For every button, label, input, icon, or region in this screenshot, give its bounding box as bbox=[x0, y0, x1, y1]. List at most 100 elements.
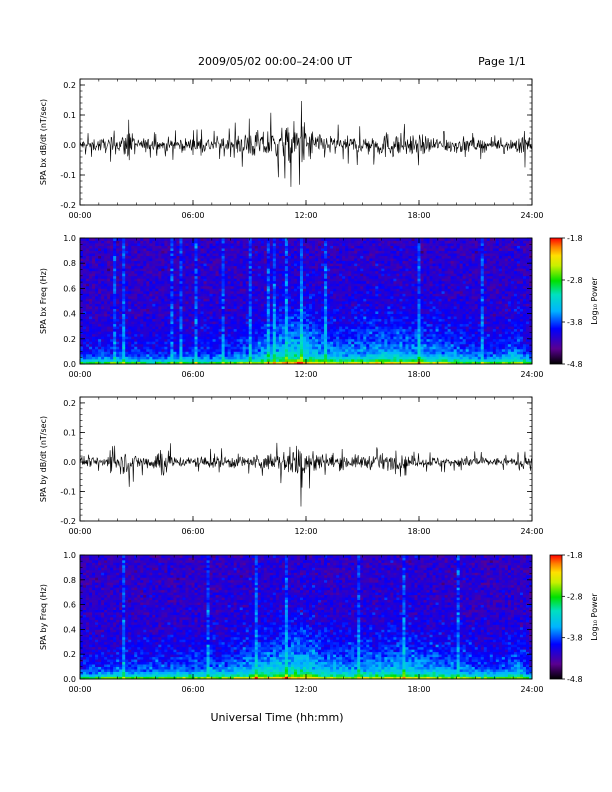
spectrogram-cell bbox=[245, 253, 250, 257]
spectrogram-cell bbox=[173, 303, 177, 307]
spectrogram-cell bbox=[363, 255, 367, 259]
spectrogram-cell bbox=[239, 308, 244, 312]
spectrogram-cell bbox=[293, 356, 298, 360]
spectrogram-cell bbox=[203, 351, 207, 355]
spectrogram-cell bbox=[236, 361, 241, 365]
spectrogram-cell bbox=[321, 268, 325, 272]
spectrogram-cell bbox=[266, 331, 271, 335]
spectrogram-cell bbox=[149, 358, 153, 362]
spectrogram-cell bbox=[119, 280, 123, 284]
spectrogram-cell bbox=[348, 308, 352, 312]
spectrogram-cell bbox=[254, 316, 259, 320]
spectrogram-cell bbox=[137, 311, 141, 314]
spectrogram-cell bbox=[152, 341, 156, 345]
spectrogram-cell bbox=[354, 273, 358, 277]
spectrogram-cell bbox=[170, 238, 174, 241]
spectrogram-cell bbox=[275, 301, 280, 304]
spectrogram-cell bbox=[257, 245, 262, 249]
spectrogram-cell bbox=[230, 353, 235, 357]
spectrogram-cell bbox=[251, 273, 256, 277]
spectrogram-cell bbox=[140, 306, 144, 309]
spectrogram-cell bbox=[206, 308, 210, 312]
spectrogram-cell bbox=[197, 250, 201, 254]
spectrogram-cell bbox=[345, 331, 349, 335]
spectrogram-cell bbox=[101, 316, 105, 320]
spectrogram-cell bbox=[236, 316, 241, 320]
spectrogram-cell bbox=[333, 331, 337, 335]
spectrogram-cell bbox=[131, 285, 135, 289]
spectrogram-cell bbox=[176, 255, 180, 259]
spectrogram-cell bbox=[318, 313, 322, 317]
spectrogram-cell bbox=[360, 303, 364, 307]
spectrogram-cell bbox=[98, 356, 102, 360]
spectrogram-cell bbox=[230, 270, 235, 274]
spectrogram-cell bbox=[333, 263, 337, 267]
spectrogram-cell bbox=[95, 301, 99, 304]
spectrogram-cell bbox=[224, 278, 229, 282]
spectrogram-cell bbox=[209, 321, 213, 325]
spectrogram-cell bbox=[161, 321, 165, 325]
spectrogram-cell bbox=[83, 248, 87, 251]
spectrogram-cell bbox=[278, 285, 283, 289]
spectrogram-cell bbox=[137, 245, 141, 249]
spectrogram-cell bbox=[212, 356, 216, 360]
spectrogram-cell bbox=[251, 351, 256, 355]
spectrogram-cell bbox=[197, 333, 201, 337]
spectrogram-cell bbox=[170, 326, 174, 330]
spectrogram-cell bbox=[167, 306, 171, 309]
spectrogram-cell bbox=[125, 280, 129, 284]
spectrogram-cell bbox=[116, 311, 120, 314]
spectrogram-cell bbox=[342, 353, 346, 357]
spectrogram-cell bbox=[119, 351, 123, 355]
spectrogram-cell bbox=[348, 313, 352, 317]
spectrogram-cell bbox=[134, 361, 138, 365]
spectrogram-cell bbox=[239, 341, 244, 345]
spectrogram-cell bbox=[315, 338, 319, 342]
spectrogram-cell bbox=[149, 331, 153, 335]
spectrogram-cell bbox=[104, 331, 108, 335]
spectrogram-cell bbox=[357, 358, 361, 362]
spectrogram-cell bbox=[206, 278, 210, 282]
spectrogram-cell bbox=[242, 323, 247, 327]
spectrogram-cell bbox=[98, 283, 102, 287]
spectrogram-cell bbox=[200, 255, 204, 259]
spectrogram-cell bbox=[306, 285, 310, 289]
spectrogram-cell bbox=[194, 238, 198, 241]
spectrogram-cell bbox=[366, 273, 370, 277]
spectrogram-cell bbox=[239, 358, 244, 362]
spectrogram-cell bbox=[203, 338, 207, 342]
spectrogram-cell bbox=[170, 343, 174, 347]
spectrogram-cell bbox=[321, 336, 325, 340]
spectrogram-cell bbox=[185, 341, 189, 345]
spectrogram-cell bbox=[173, 358, 177, 362]
spectrogram-cell bbox=[113, 323, 117, 327]
spectrogram-cell bbox=[357, 348, 361, 352]
spectrogram-cell bbox=[146, 343, 150, 347]
spectrogram-cell bbox=[80, 238, 84, 241]
spectrogram-cell bbox=[312, 338, 316, 342]
spectrogram-cell bbox=[176, 283, 180, 287]
spectrogram-cell bbox=[309, 240, 313, 244]
spectrogram-cell bbox=[191, 301, 195, 304]
spectrogram-cell bbox=[173, 298, 177, 302]
spectrogram-cell bbox=[309, 293, 313, 297]
spectrogram-cell bbox=[197, 255, 201, 259]
spectrogram-cell bbox=[185, 293, 189, 297]
spectrogram-cell bbox=[122, 311, 126, 314]
spectrogram-cell bbox=[363, 338, 367, 342]
spectrogram-cell bbox=[104, 321, 108, 325]
spectrogram-cell bbox=[345, 290, 349, 294]
spectrogram-cell bbox=[321, 353, 325, 357]
spectrogram-cell bbox=[95, 275, 99, 279]
spectrogram-cell bbox=[321, 278, 325, 282]
spectrogram-cell bbox=[227, 346, 232, 350]
spectrogram-cell bbox=[239, 318, 244, 322]
spectrogram-cell bbox=[176, 268, 180, 272]
spectrogram-cell bbox=[218, 273, 223, 277]
spectrogram-cell bbox=[230, 343, 235, 347]
spectrogram-cell bbox=[197, 318, 201, 322]
spectrogram-cell bbox=[209, 353, 213, 357]
spectrogram-cell bbox=[224, 308, 229, 312]
spectrogram-cell bbox=[366, 326, 370, 330]
spectrogram-cell bbox=[86, 293, 90, 297]
